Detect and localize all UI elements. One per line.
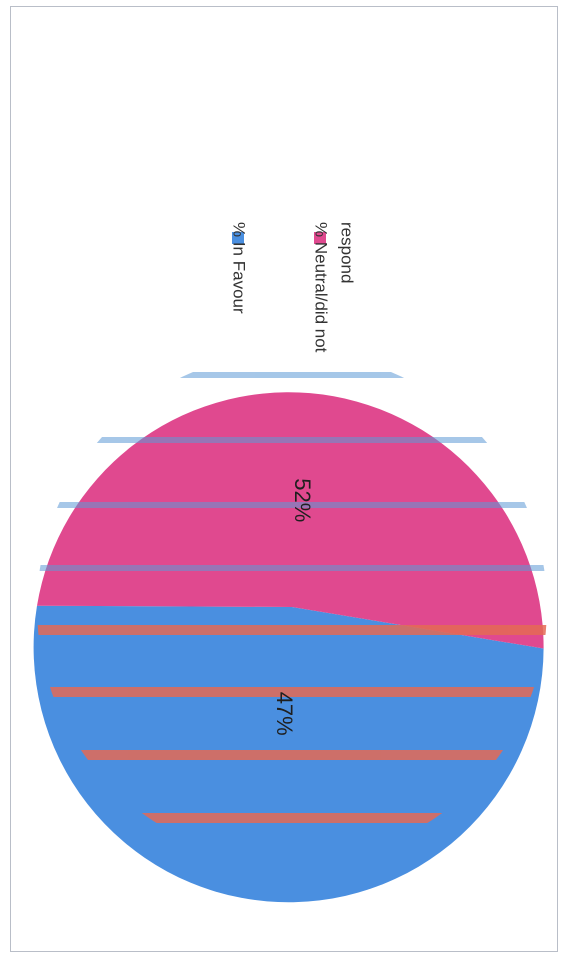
pie-slice-2 <box>37 392 544 649</box>
legend-swatch-1 <box>232 232 244 244</box>
slice-data-label-1: 52% <box>290 478 315 522</box>
legend-label-2-line-1: % Neutral/did not <box>312 222 331 353</box>
legend-label-2-line-2: respond <box>338 222 357 283</box>
legend-label-1-line-1: % In Favour <box>230 222 249 314</box>
legend-swatch-2 <box>314 232 326 244</box>
slice-data-label-2: 47% <box>272 692 297 736</box>
